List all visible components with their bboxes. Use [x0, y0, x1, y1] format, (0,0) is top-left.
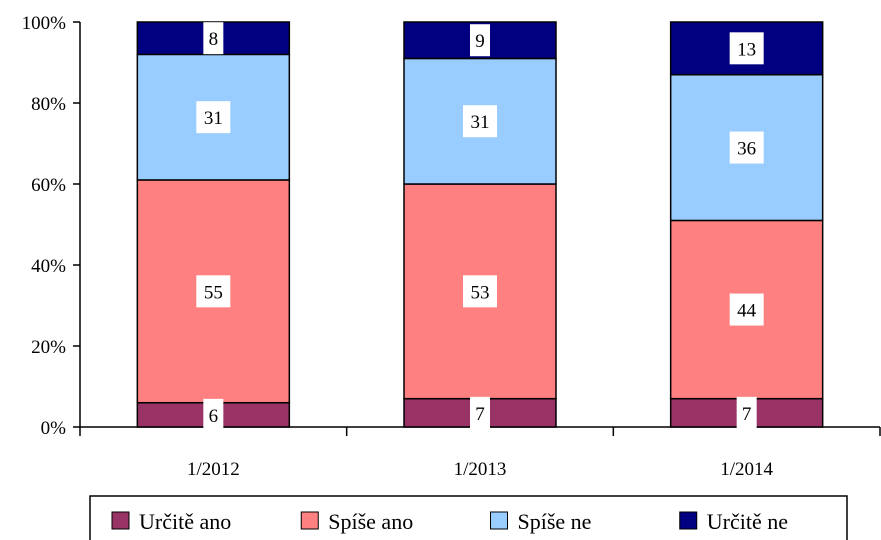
- legend-swatch: [300, 511, 319, 530]
- data-label: 31: [204, 108, 223, 129]
- data-label: 6: [209, 406, 219, 427]
- data-label-box: [470, 24, 490, 57]
- data-label-box: [470, 396, 490, 429]
- legend: Určitě ano Spíše ano Spíše ne Určitě ne: [89, 495, 848, 540]
- data-label-box: [203, 398, 224, 431]
- y-tick-label: 100%: [22, 13, 67, 34]
- legend-label: Určitě ne: [707, 509, 788, 534]
- data-label-box: [729, 32, 764, 65]
- x-tick-label: 1/2014: [720, 459, 773, 480]
- bars: [136, 21, 824, 428]
- y-tick-label: 80%: [31, 94, 66, 115]
- data-label: 44: [737, 301, 757, 322]
- data-label: 8: [209, 29, 219, 50]
- legend-label: Spíše ne: [518, 509, 592, 534]
- x-axis: 1/2012 1/2013 1/2014: [79, 426, 881, 480]
- data-label-box: [736, 396, 757, 429]
- y-axis: 0% 20% 40% 60% 80% 100%: [22, 13, 81, 439]
- data-label: 7: [742, 404, 752, 425]
- data-label: 36: [737, 139, 756, 160]
- legend-box: [89, 495, 848, 540]
- data-label: 55: [204, 282, 223, 303]
- data-label-box: [463, 105, 497, 138]
- data-label-box: [729, 131, 764, 164]
- y-tick-label: 0%: [41, 418, 67, 439]
- legend-swatch: [490, 511, 508, 530]
- y-tick-label: 60%: [31, 175, 66, 196]
- data-label-box: [196, 275, 231, 308]
- data-label-box: [463, 275, 497, 308]
- y-tick-label: 40%: [31, 256, 66, 277]
- legend-label: Spíše ano: [328, 509, 413, 534]
- data-label: 7: [475, 404, 485, 425]
- x-tick-label: 1/2013: [454, 459, 507, 480]
- data-label-box: [196, 101, 231, 134]
- data-label: 9: [475, 31, 485, 52]
- data-label-box: [203, 22, 224, 55]
- data-label: 53: [471, 282, 490, 303]
- data-label: 31: [471, 112, 490, 133]
- data-label: 13: [737, 39, 756, 60]
- legend-swatch: [111, 511, 130, 530]
- legend-label: Určitě ano: [139, 509, 231, 534]
- data-label-box: [729, 293, 764, 326]
- x-tick-label: 1/2012: [187, 459, 240, 480]
- data-labels: 6 55 31 8 7 53 31 9 7 44 36 13: [196, 22, 764, 431]
- y-tick-label: 20%: [31, 337, 66, 358]
- legend-swatch: [679, 511, 698, 530]
